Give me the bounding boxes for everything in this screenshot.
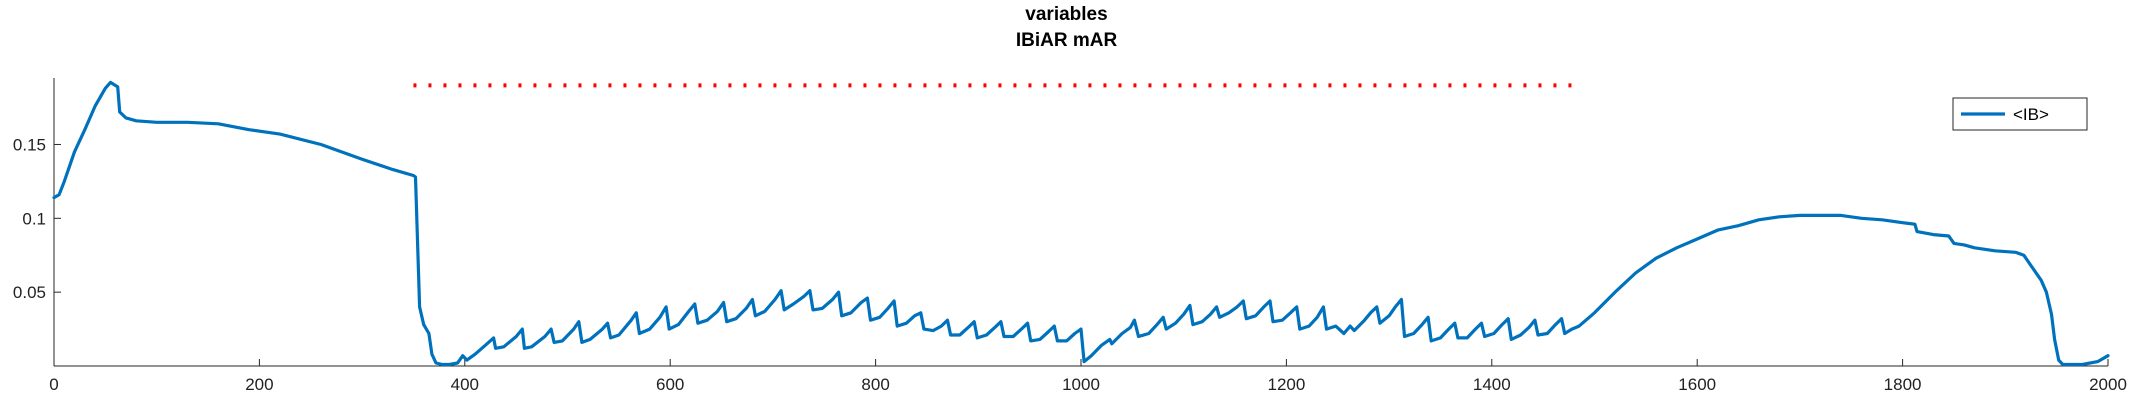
x-tick-label: 400	[451, 375, 479, 394]
axes: 0 200 400 600 800 1000 1200 1400 1600 1800 2000 0.0…	[13, 78, 2127, 394]
x-tick-label: 1400	[1473, 375, 1511, 394]
y-tick-label: 0.05	[13, 283, 46, 302]
x-tick-label: 1200	[1267, 375, 1305, 394]
y-tick-label: 0.1	[22, 209, 46, 228]
legend: <IB>	[1952, 97, 2088, 131]
chart-title-line-2: IBiAR mAR	[1015, 30, 1118, 51]
x-tick-label: 1800	[1884, 375, 1922, 394]
legend-entry-label: <IB>	[2013, 105, 2049, 124]
x-tick-label: 2000	[2089, 375, 2127, 394]
x-tick-label: 1600	[1678, 375, 1716, 394]
x-tick-label: 1000	[1062, 375, 1100, 394]
x-tick-label: 800	[861, 375, 889, 394]
y-tick-label: 0.15	[13, 135, 46, 154]
x-tick-label: 600	[656, 375, 684, 394]
x-tick-label: 0	[49, 375, 58, 394]
plot-area	[52, 80, 2110, 367]
x-tick-label: 200	[245, 375, 273, 394]
chart-title-line-1: variables	[1025, 4, 1108, 25]
series-line-IB	[52, 80, 2110, 367]
